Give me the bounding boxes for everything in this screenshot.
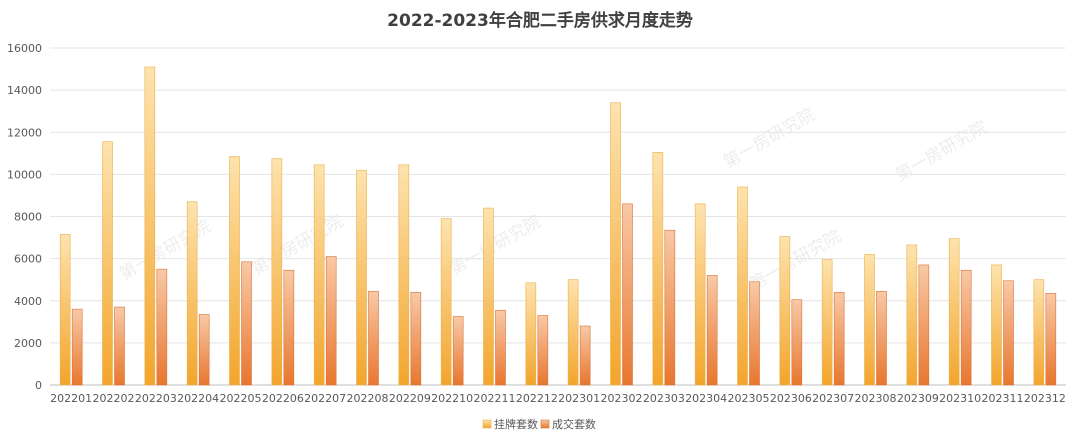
chart-title: 2022-2023年合肥二手房供求月度走势 bbox=[387, 10, 693, 31]
bar-deal-202201 bbox=[71, 308, 83, 386]
x-tick-label: 202209 bbox=[389, 392, 431, 405]
legend-label: 成交套数 bbox=[552, 417, 596, 431]
x-tick-label: 202307 bbox=[812, 392, 854, 405]
bar-deal-202311 bbox=[1003, 280, 1014, 386]
legend-swatch bbox=[482, 419, 492, 429]
bar-deal-202206 bbox=[283, 269, 295, 386]
legend-label: 挂牌套数 bbox=[494, 417, 538, 431]
bar-deal-202208 bbox=[368, 290, 379, 386]
bar-deal-202205 bbox=[241, 261, 252, 386]
x-tick-label: 202211 bbox=[474, 392, 516, 405]
bar-listing-202211 bbox=[483, 207, 494, 386]
bar-listing-202310 bbox=[948, 238, 960, 386]
watermark: 第一房研究院 bbox=[892, 118, 990, 186]
bars bbox=[59, 66, 1057, 386]
gridlines bbox=[50, 47, 1066, 386]
x-tick-label: 202301 bbox=[558, 392, 600, 405]
bar-listing-202304 bbox=[694, 203, 706, 386]
x-tick-label: 202210 bbox=[431, 392, 473, 405]
bar-deal-202204 bbox=[198, 314, 210, 386]
y-tick-label: 14000 bbox=[7, 84, 42, 97]
bar-listing-202309 bbox=[906, 244, 918, 386]
bar-listing-202308 bbox=[864, 254, 875, 386]
bar-deal-202307 bbox=[833, 292, 845, 386]
x-tick-label: 202305 bbox=[728, 392, 770, 405]
bar-listing-202201 bbox=[59, 234, 71, 386]
x-tick-label: 202302 bbox=[601, 392, 643, 405]
x-tick-label: 202306 bbox=[770, 392, 812, 405]
bar-deal-202305 bbox=[749, 281, 760, 386]
bar-deal-202211 bbox=[495, 309, 506, 386]
legend-swatch bbox=[540, 419, 550, 429]
bar-listing-202212 bbox=[525, 282, 537, 386]
x-tick-label: 202202 bbox=[93, 392, 135, 405]
bar-deal-202210 bbox=[452, 316, 464, 386]
bar-deal-202302 bbox=[622, 203, 633, 386]
x-tick-label: 202312 bbox=[1024, 392, 1066, 405]
bar-listing-202207 bbox=[313, 164, 325, 386]
bar-listing-202202 bbox=[102, 141, 113, 386]
x-axis: 202201 202202 202203 202204 202205 202206 2022… bbox=[50, 392, 1066, 405]
y-tick-label: 10000 bbox=[7, 168, 42, 181]
y-tick-label: 4000 bbox=[14, 295, 42, 308]
watermark: 第一房研究院 bbox=[446, 212, 544, 280]
bar-listing-202210 bbox=[440, 218, 452, 386]
y-tick-label: 8000 bbox=[14, 211, 42, 224]
bar-listing-202209 bbox=[398, 164, 410, 386]
bar-deal-202203 bbox=[156, 268, 168, 386]
x-tick-label: 202310 bbox=[939, 392, 981, 405]
bar-listing-202312 bbox=[1033, 279, 1045, 386]
bar-deal-202207 bbox=[325, 256, 337, 386]
x-tick-label: 202212 bbox=[516, 392, 558, 405]
watermark: 第一房研究院 bbox=[720, 105, 818, 173]
bar-listing-202302 bbox=[610, 102, 621, 386]
x-tick-label: 202308 bbox=[855, 392, 897, 405]
bar-listing-202208 bbox=[356, 169, 367, 386]
bar-listing-202303 bbox=[652, 151, 664, 386]
bar-deal-202306 bbox=[791, 299, 803, 386]
bar-deal-202301 bbox=[579, 325, 591, 386]
x-tick-label: 202311 bbox=[982, 392, 1024, 405]
y-tick-label: 0 bbox=[35, 379, 42, 392]
x-tick-label: 202208 bbox=[347, 392, 389, 405]
bar-deal-202309 bbox=[918, 264, 930, 386]
bar-deal-202310 bbox=[960, 269, 972, 386]
x-tick-label: 202206 bbox=[262, 392, 304, 405]
bar-listing-202203 bbox=[144, 66, 156, 386]
bar-deal-202212 bbox=[537, 315, 549, 386]
x-tick-label: 202207 bbox=[304, 392, 346, 405]
bar-listing-202305 bbox=[737, 186, 748, 386]
bar-listing-202204 bbox=[186, 201, 198, 386]
x-tick-label: 202303 bbox=[643, 392, 685, 405]
bar-listing-202306 bbox=[779, 236, 791, 386]
bar-listing-202307 bbox=[821, 259, 833, 386]
bar-listing-202301 bbox=[567, 279, 579, 386]
legend: 挂牌套数 成交套数 bbox=[482, 417, 596, 431]
bar-deal-202304 bbox=[706, 275, 718, 386]
y-tick-label: 6000 bbox=[14, 253, 42, 266]
x-tick-label: 202203 bbox=[135, 392, 177, 405]
x-tick-label: 202201 bbox=[50, 392, 92, 405]
x-tick-label: 202204 bbox=[177, 392, 219, 405]
y-axis: 0 2000 4000 6000 8000 10000 12000 14000 16000 bbox=[7, 42, 42, 392]
y-tick-label: 2000 bbox=[14, 337, 42, 350]
y-tick-label: 12000 bbox=[7, 126, 42, 139]
bar-deal-202312 bbox=[1045, 293, 1057, 386]
bar-deal-202209 bbox=[410, 292, 422, 386]
bar-listing-202206 bbox=[271, 158, 283, 386]
bar-deal-202303 bbox=[664, 229, 676, 386]
bar-deal-202202 bbox=[114, 306, 125, 386]
bar-listing-202311 bbox=[991, 264, 1002, 386]
bar-listing-202205 bbox=[229, 156, 240, 386]
x-tick-label: 202309 bbox=[897, 392, 939, 405]
y-tick-label: 16000 bbox=[7, 42, 42, 55]
x-tick-label: 202304 bbox=[685, 392, 727, 405]
bar-deal-202308 bbox=[876, 290, 887, 386]
x-tick-label: 202205 bbox=[220, 392, 262, 405]
